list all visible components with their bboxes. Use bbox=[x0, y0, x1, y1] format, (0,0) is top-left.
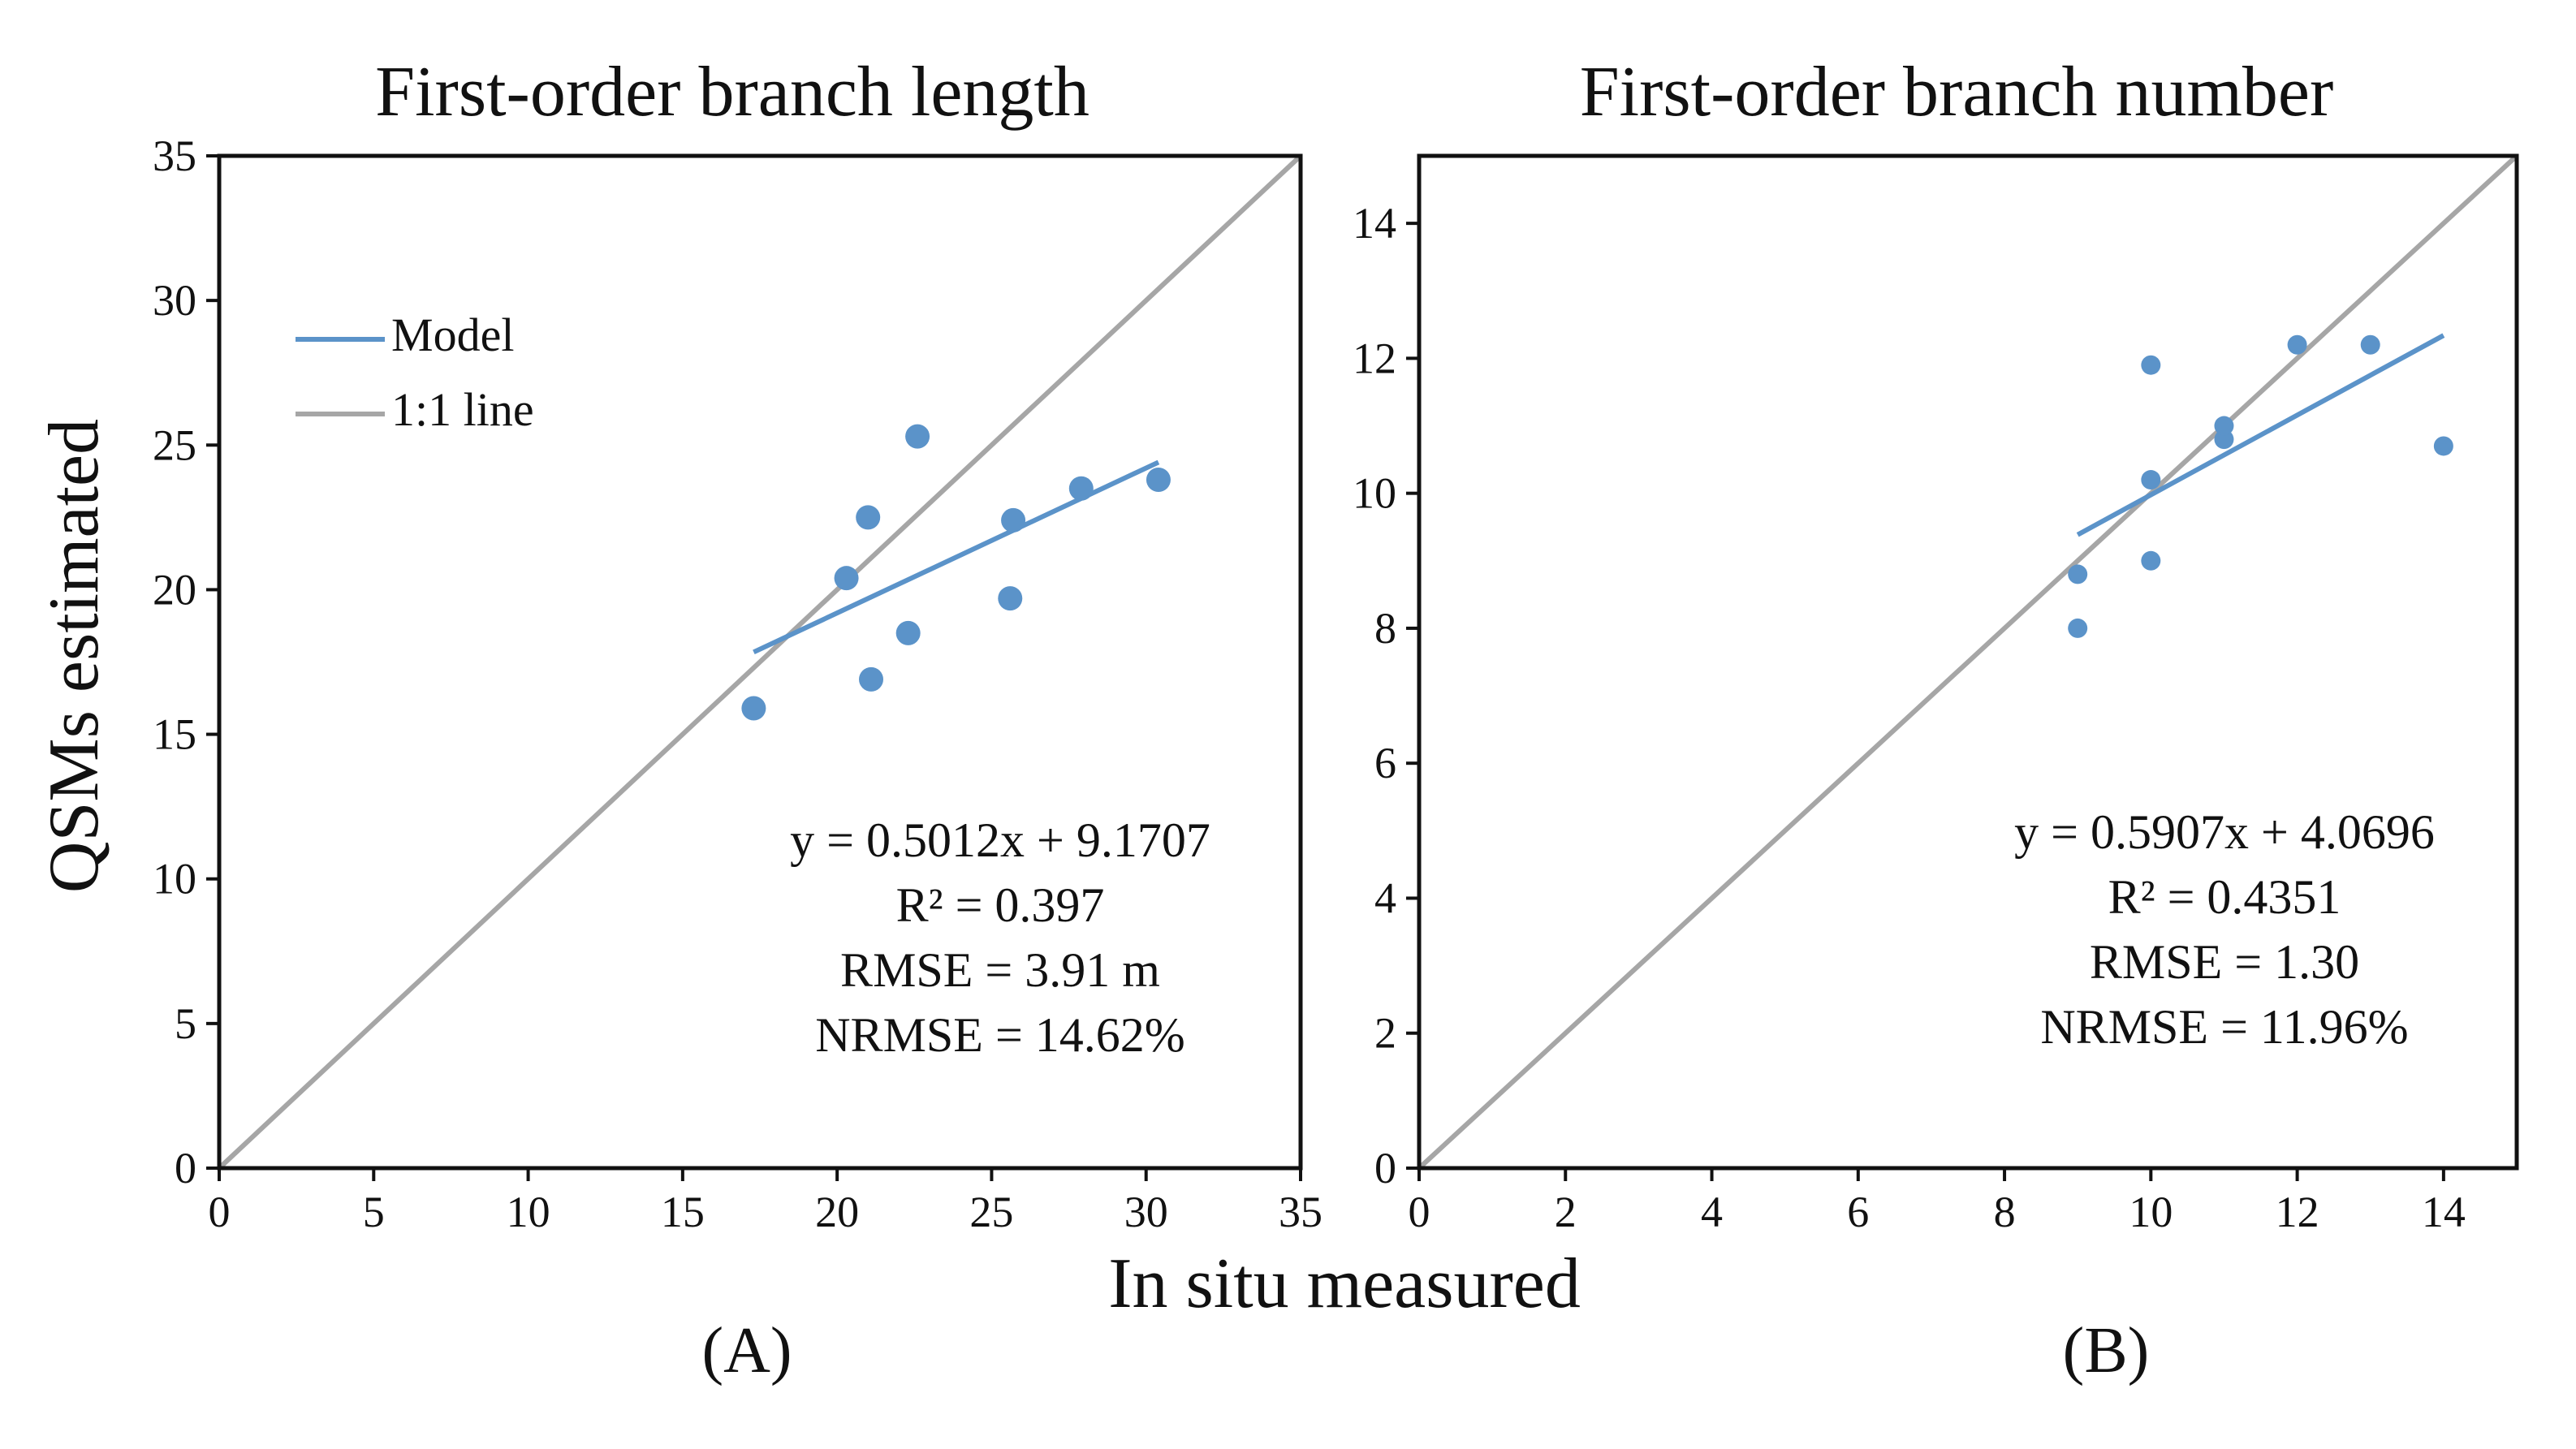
panel-a-plot-frame bbox=[217, 153, 1303, 1171]
panel-a-data-point bbox=[1001, 507, 1026, 533]
panel-a-y-tick-label: 15 bbox=[153, 710, 196, 759]
panel-b-label: (B) bbox=[2063, 1315, 2150, 1386]
panel-b-data-point bbox=[2360, 334, 2380, 355]
panel-a-x-tick-label: 35 bbox=[1279, 1188, 1323, 1236]
panel-b-y-tick-label: 4 bbox=[1374, 873, 1396, 922]
panel-b-x-tick-label: 2 bbox=[1555, 1188, 1577, 1236]
panel-b-y-tick-label: 6 bbox=[1374, 739, 1396, 787]
panel-a-legend: Model 1:1 line bbox=[296, 308, 534, 436]
panel-a-y-tick-label: 20 bbox=[153, 565, 196, 614]
panel-a-equation: y = 0.5012x + 9.1707 bbox=[790, 813, 1210, 867]
panel-b-rmse: RMSE = 1.30 bbox=[2090, 935, 2359, 989]
panel-b-r2: R² = 0.4351 bbox=[2108, 870, 2341, 924]
panel-a-x-tick-label: 10 bbox=[507, 1188, 550, 1236]
panel-a-x-tick-label: 20 bbox=[815, 1188, 859, 1236]
panel-a-title: First-order branch length bbox=[375, 53, 1090, 132]
legend-model-label: Model bbox=[391, 308, 514, 361]
panel-a-x-tick-label: 30 bbox=[1124, 1188, 1168, 1236]
panel-b-data-point bbox=[2141, 550, 2161, 571]
panel-a-x-tick-label: 5 bbox=[363, 1188, 385, 1236]
panel-a-one-to-one-line bbox=[217, 153, 1303, 1171]
panel-b-data-point bbox=[2287, 334, 2307, 355]
x-axis-label: In situ measured bbox=[1108, 1244, 1581, 1323]
panel-b-y-tick-label: 12 bbox=[1353, 334, 1396, 382]
panel-a-data-point bbox=[859, 666, 884, 692]
panel-b-x-tick-label: 10 bbox=[2129, 1188, 2173, 1236]
panel-b-model-line bbox=[2076, 333, 2445, 537]
panel-b-y-tick-label: 0 bbox=[1374, 1144, 1396, 1192]
panel-a-data-point bbox=[1146, 468, 1171, 493]
panel-a-data-point bbox=[741, 696, 766, 721]
panel-b-one-to-one-line bbox=[1417, 153, 2519, 1171]
panel-b-data-point bbox=[2068, 564, 2088, 584]
panel-b-x-tick-label: 14 bbox=[2422, 1188, 2466, 1236]
panel-a-x-tick-label: 0 bbox=[209, 1188, 231, 1236]
panel-a-nrmse: NRMSE = 14.62% bbox=[815, 1008, 1185, 1062]
panel-b-plot-frame bbox=[1417, 153, 2519, 1171]
panel-a-data-point bbox=[998, 586, 1023, 611]
panel-b-data-point bbox=[2068, 618, 2088, 638]
panel-a-x-tick-label: 25 bbox=[969, 1188, 1013, 1236]
panel-a-stats: y = 0.5012x + 9.1707 R² = 0.397 RMSE = 3… bbox=[790, 813, 1210, 1062]
panel-b-y-tick-label: 2 bbox=[1374, 1009, 1396, 1058]
panel-a-y-tick-label: 10 bbox=[153, 855, 196, 903]
panel-a-y-tick-label: 30 bbox=[153, 276, 196, 325]
panel-a-data-point bbox=[834, 566, 859, 591]
legend-one-to-one-label: 1:1 line bbox=[391, 383, 534, 436]
panel-b-data-point bbox=[2433, 436, 2453, 456]
panel-a-y-tick-label: 25 bbox=[153, 420, 196, 469]
panel-b-equation: y = 0.5907x + 4.0696 bbox=[2014, 805, 2435, 859]
panel-b-y-tick-label: 14 bbox=[1353, 199, 1396, 248]
panel-a-data-point bbox=[856, 505, 881, 530]
panel-b-data-point bbox=[2214, 416, 2234, 436]
panel-a-y-tick-label: 5 bbox=[175, 999, 196, 1048]
panel-a-y-tick-label: 0 bbox=[175, 1144, 196, 1192]
panel-b-x-tick-label: 12 bbox=[2276, 1188, 2319, 1236]
panel-b-title: First-order branch number bbox=[1580, 53, 2334, 132]
panel-b-y-tick-label: 10 bbox=[1353, 469, 1396, 518]
panel-a-data-point bbox=[1068, 476, 1094, 501]
panel-b-data-point bbox=[2141, 470, 2161, 490]
panel-b-data-point bbox=[2141, 355, 2161, 375]
panel-a-label: (A) bbox=[701, 1315, 792, 1386]
panel-a-model-line bbox=[753, 459, 1160, 655]
panel-b-x-tick-label: 8 bbox=[1994, 1188, 2016, 1236]
panel-b-data-point bbox=[2214, 429, 2234, 450]
panel-b-stats: y = 0.5907x + 4.0696 R² = 0.4351 RMSE = … bbox=[2014, 805, 2435, 1054]
panel-b-x-tick-label: 0 bbox=[1409, 1188, 1430, 1236]
panel-b-x-tick-label: 6 bbox=[1847, 1188, 1869, 1236]
panel-a-r2: R² = 0.397 bbox=[896, 878, 1105, 932]
panel-a-x-tick-label: 15 bbox=[661, 1188, 705, 1236]
panel-a-chart: First-order branch length (A) Model 1:1 … bbox=[153, 53, 1323, 1386]
y-axis-label: QSMs estimated bbox=[35, 419, 114, 893]
panel-a-y-tick-label: 35 bbox=[153, 132, 196, 180]
panel-b-y-tick-label: 8 bbox=[1374, 604, 1396, 653]
panel-b-x-tick-label: 4 bbox=[1701, 1188, 1723, 1236]
panel-a-data-point bbox=[905, 424, 930, 449]
panel-a-rmse: RMSE = 3.91 m bbox=[840, 943, 1160, 997]
panel-b-nrmse: NRMSE = 11.96% bbox=[2040, 1000, 2408, 1054]
panel-a-data-point bbox=[895, 620, 921, 645]
panel-b-chart: First-order branch number (B) y = 0.5907… bbox=[1353, 53, 2519, 1386]
